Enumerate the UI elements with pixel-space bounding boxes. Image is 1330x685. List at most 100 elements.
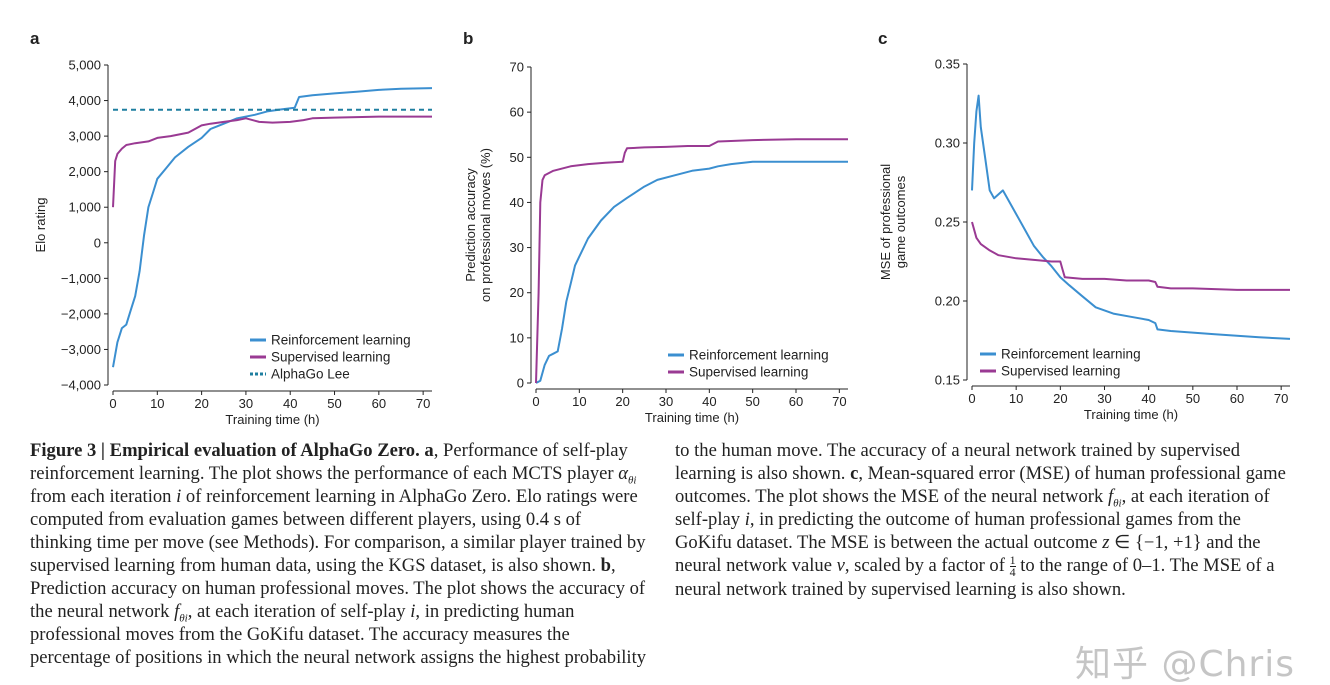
caption-text: , at each iteration of self-play xyxy=(187,601,411,622)
x-tick-label: 70 xyxy=(416,396,430,411)
x-tick-label: 40 xyxy=(702,394,716,409)
x-tick-label: 10 xyxy=(150,396,164,411)
panel-label-b: b xyxy=(463,29,473,48)
series-line-reinforcement-learning xyxy=(971,94,1291,340)
x-tick-label: 0 xyxy=(968,391,975,406)
series-line-supervised-learning xyxy=(971,221,1290,291)
x-tick-label: 40 xyxy=(283,396,297,411)
legend-label: Reinforcement learning xyxy=(689,348,829,363)
series-line-reinforcement-learning xyxy=(535,160,848,384)
x-tick-label: 60 xyxy=(1230,391,1244,406)
x-tick-label: 0 xyxy=(532,394,539,409)
caption-math-subscript: θi xyxy=(628,474,637,487)
legend-label: Supervised learning xyxy=(689,365,808,380)
x-tick-label: 20 xyxy=(194,396,208,411)
x-tick-label: 50 xyxy=(327,396,341,411)
y-tick-label: 0 xyxy=(517,376,524,391)
legend-label: Supervised learning xyxy=(1001,364,1120,379)
x-tick-label: 60 xyxy=(789,394,803,409)
y-tick-label: 70 xyxy=(510,60,524,75)
caption-math-f: f xyxy=(174,601,180,622)
y-axis-label: game outcomes xyxy=(893,175,908,268)
panel-label-c: c xyxy=(878,29,887,48)
caption-text: to the range of 0–1. The MSE of a neural… xyxy=(675,555,1275,601)
x-tick-label: 70 xyxy=(1274,391,1288,406)
caption-math-i: i xyxy=(410,601,416,622)
caption-text: , in predicting the outcome of human pro… xyxy=(675,509,1241,553)
caption-math-subscript: θi xyxy=(179,612,188,625)
caption-panel-b-label: b xyxy=(600,555,611,576)
y-tick-label: −3,000 xyxy=(61,342,101,357)
y-tick-label: −1,000 xyxy=(61,271,101,286)
y-tick-label: 20 xyxy=(510,285,524,300)
y-tick-label: 40 xyxy=(510,195,524,210)
y-tick-label: 0.20 xyxy=(935,294,960,309)
y-tick-label: −4,000 xyxy=(61,378,101,393)
y-tick-label: 0.35 xyxy=(935,57,960,72)
x-tick-label: 30 xyxy=(1097,391,1111,406)
caption-panel-a-label: a xyxy=(424,440,434,461)
x-tick-label: 50 xyxy=(745,394,759,409)
x-tick-label: 70 xyxy=(832,394,846,409)
y-axis-label: Prediction accuracy xyxy=(463,168,478,282)
x-tick-label: 50 xyxy=(1186,391,1200,406)
caption-math-i: i xyxy=(176,486,182,507)
y-tick-label: 4,000 xyxy=(68,93,101,108)
caption-text: , Mean-squared error (MSE) of human prof… xyxy=(675,463,1286,507)
figure-caption: Figure 3 | Empirical evaluation of Alpha… xyxy=(30,439,1292,669)
x-tick-label: 0 xyxy=(109,396,116,411)
y-tick-label: 0.30 xyxy=(935,136,960,151)
caption-text: , Prediction accuracy on human professio… xyxy=(30,555,646,622)
caption-text: , in predicting human professional moves… xyxy=(30,440,1241,668)
series-line-supervised-learning xyxy=(112,115,432,208)
y-tick-label: 30 xyxy=(510,240,524,255)
y-tick-label: −2,000 xyxy=(61,306,101,321)
x-tick-label: 20 xyxy=(1053,391,1067,406)
y-tick-label: 2,000 xyxy=(68,164,101,179)
y-tick-label: 0.25 xyxy=(935,215,960,230)
y-axis-label: on professional moves (%) xyxy=(478,148,493,302)
series-line-reinforcement-learning xyxy=(112,87,433,368)
caption-text: ∈ {−1, +1} and the neural network value xyxy=(675,532,1261,576)
y-tick-label: 60 xyxy=(510,105,524,120)
y-tick-label: 50 xyxy=(510,150,524,165)
y-tick-label: 0 xyxy=(94,235,101,250)
x-tick-label: 40 xyxy=(1141,391,1155,406)
x-tick-label: 60 xyxy=(372,396,386,411)
caption-math-i: i xyxy=(744,509,750,530)
y-tick-label: 0.15 xyxy=(935,373,960,388)
x-axis-label: Training time (h) xyxy=(645,410,739,425)
caption-math-z: z xyxy=(1102,532,1110,553)
x-axis-label: Training time (h) xyxy=(225,412,319,427)
caption-text: of reinforcement learning in AlphaGo Zer… xyxy=(30,486,646,576)
caption-figure-label: Figure 3 | Empirical evaluation of Alpha… xyxy=(30,440,420,461)
y-axis-label: MSE of professional xyxy=(878,164,893,280)
x-tick-label: 20 xyxy=(615,394,629,409)
caption-text: , at each iteration of self-play xyxy=(675,486,1270,530)
x-axis-label: Training time (h) xyxy=(1084,407,1178,422)
caption-math-f: f xyxy=(1107,486,1114,507)
caption-math-alpha: α xyxy=(618,463,629,484)
series-line-supervised-learning xyxy=(535,138,848,384)
panel-label-a: a xyxy=(30,29,40,48)
y-tick-label: 1,000 xyxy=(68,200,101,215)
x-tick-label: 30 xyxy=(659,394,673,409)
watermark: 知乎 @Chris xyxy=(1075,644,1295,685)
y-tick-label: 3,000 xyxy=(68,129,101,144)
legend-label: Reinforcement learning xyxy=(271,333,411,348)
legend-label: AlphaGo Lee xyxy=(271,367,350,382)
caption-text: , scaled by a factor of xyxy=(844,555,1010,576)
legend-label: Reinforcement learning xyxy=(1001,347,1141,362)
x-tick-label: 10 xyxy=(1009,391,1023,406)
fraction-denominator: 4 xyxy=(1009,565,1016,580)
caption-panel-c-label: c xyxy=(850,463,859,484)
caption-math-subscript: θi xyxy=(1113,497,1122,510)
caption-math-v: v xyxy=(836,555,845,576)
x-tick-label: 30 xyxy=(239,396,253,411)
y-tick-label: 10 xyxy=(510,330,524,345)
caption-text: , Performance of self-play reinforcement… xyxy=(30,440,628,484)
fraction-numerator: 1 xyxy=(1009,553,1016,568)
caption-text: from each iteration xyxy=(30,486,177,507)
legend-label: Supervised learning xyxy=(271,350,390,365)
